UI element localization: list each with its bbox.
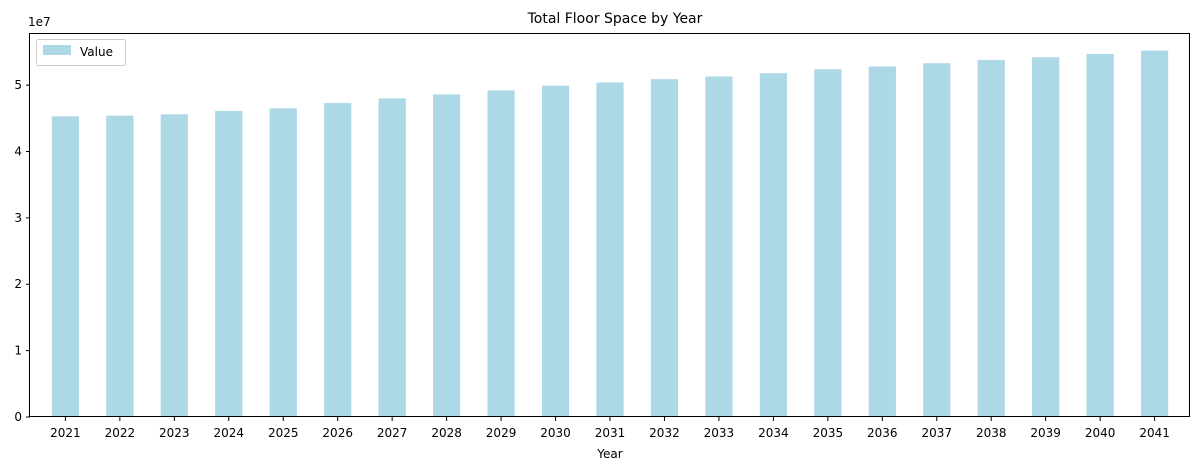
y-tick-label: 4: [14, 144, 22, 158]
chart-title: Total Floor Space by Year: [527, 11, 703, 27]
y-tick-label: 3: [14, 211, 22, 225]
x-tick-label: 2034: [758, 426, 789, 440]
x-axis-ticks: 2021 2022 2023 2024 2025 2026 2027 2028 2029 2030…: [50, 417, 1170, 440]
bar-2036: [868, 66, 896, 417]
x-tick-label: 2022: [105, 426, 136, 440]
bar-2023: [160, 114, 188, 417]
x-axis-label: Year: [596, 447, 622, 461]
x-tick-label: 2037: [921, 426, 952, 440]
y-tick-label: 5: [14, 78, 22, 92]
bar-2034: [759, 73, 787, 417]
bar-2027: [378, 98, 406, 417]
bar-2041: [1140, 50, 1169, 418]
bar-2033: [705, 76, 733, 417]
legend-label: Value: [80, 45, 113, 59]
bars-group: [51, 50, 1169, 418]
bar-2031: [596, 82, 624, 418]
y-tick-label: 0: [14, 410, 22, 424]
y-offset-label: 1e7: [28, 15, 51, 29]
x-tick-label: 2027: [377, 426, 408, 440]
x-tick-label: 2021: [50, 426, 81, 440]
bar-2029: [487, 90, 515, 418]
bar-2022: [106, 115, 134, 417]
x-tick-label: 2023: [159, 426, 190, 440]
x-tick-label: 2041: [1139, 426, 1170, 440]
x-tick-label: 2035: [813, 426, 844, 440]
bar-2037: [923, 63, 951, 418]
bar-2028: [433, 94, 461, 418]
x-tick-label: 2024: [214, 426, 245, 440]
bar-2030: [541, 85, 570, 418]
legend: Value: [36, 39, 126, 66]
x-tick-label: 2040: [1085, 426, 1116, 440]
x-tick-label: 2033: [704, 426, 735, 440]
y-tick-label: 2: [14, 277, 22, 291]
x-tick-label: 2028: [431, 426, 462, 440]
x-tick-label: 2031: [595, 426, 626, 440]
plot-frame: [29, 33, 1190, 417]
bar-2025: [269, 108, 297, 417]
x-tick-label: 2030: [540, 426, 571, 440]
y-axis-ticks: 0 1 2 3 4 5: [14, 78, 30, 424]
x-tick-label: 2036: [867, 426, 898, 440]
y-tick-label: 1: [14, 344, 22, 358]
x-tick-label: 2026: [322, 426, 353, 440]
bar-2040: [1086, 53, 1114, 417]
x-tick-label: 2025: [268, 426, 299, 440]
x-tick-label: 2029: [486, 426, 517, 440]
bar-2021: [51, 116, 80, 417]
bar-2026: [324, 103, 352, 417]
bar-2039: [1032, 57, 1060, 417]
x-tick-label: 2038: [976, 426, 1007, 440]
bar-2035: [814, 69, 842, 418]
legend-swatch: [43, 45, 71, 55]
x-tick-label: 2032: [649, 426, 680, 440]
bar-2032: [650, 79, 679, 417]
bar-2024: [215, 111, 243, 417]
x-tick-label: 2039: [1030, 426, 1061, 440]
bar-2038: [977, 59, 1005, 417]
